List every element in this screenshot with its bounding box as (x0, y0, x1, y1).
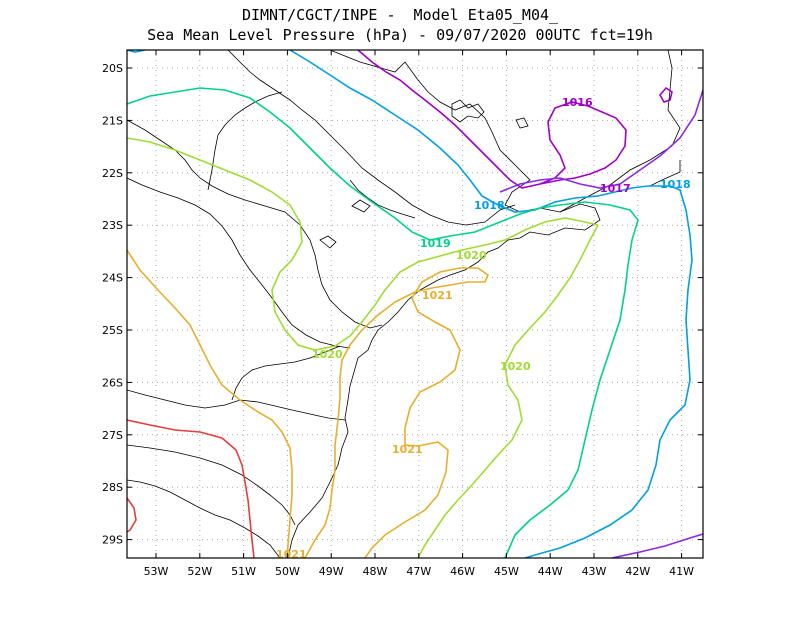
state-border-8 (349, 179, 416, 219)
contour-1021 (127, 249, 293, 558)
lat-label: 29S (102, 534, 123, 547)
lat-label: 28S (102, 481, 123, 494)
lat-label: 27S (102, 429, 123, 442)
lon-label: 47W (406, 565, 431, 578)
contour-label-1020-b: 1020 (312, 348, 343, 361)
axis-ticks (127, 50, 703, 558)
coastline-and-borders (127, 50, 681, 558)
contour-label-1018-a: 1018 (474, 199, 505, 212)
lat-label: 20S (102, 62, 123, 75)
pressure-contours (127, 50, 703, 558)
lon-label: 46W (450, 565, 475, 578)
lat-label: 22S (102, 167, 123, 180)
contour-1020-west (127, 137, 599, 351)
state-border-3 (127, 177, 351, 349)
contour-label-1021-b: 1021 (392, 443, 423, 456)
state-border-5 (127, 389, 346, 421)
lon-label: 43W (582, 565, 607, 578)
lon-label: 45W (494, 565, 519, 578)
contour-labels: 1016 1017 1018 1018 1019 1020 1020 1020 … (276, 96, 691, 561)
contour-1021-inner (304, 267, 489, 558)
contour-1019 (127, 87, 639, 558)
lat-label: 23S (102, 219, 123, 232)
lat-label: 26S (102, 376, 123, 389)
state-border-4 (207, 91, 283, 191)
state-border-7 (231, 345, 341, 401)
contour-label-1021-a: 1021 (422, 289, 453, 302)
coast-east (649, 160, 681, 187)
lon-label: 44W (538, 565, 563, 578)
contour-1018 (289, 50, 693, 558)
bay-outline (451, 99, 485, 123)
contour-1022 (127, 419, 255, 558)
island-1 (351, 199, 371, 213)
state-border-2 (127, 119, 383, 329)
border-uruguay (127, 479, 281, 558)
lon-label: 41W (669, 565, 694, 578)
lon-label: 48W (363, 565, 388, 578)
contour-1017 (499, 89, 703, 193)
map-frame (126, 49, 704, 559)
latitude-labels: 20S 21S 22S 23S 24S 25S 26S 27S 28S 29S (102, 62, 123, 547)
contour-label-1018-b: 1018 (660, 178, 691, 191)
lat-label: 25S (102, 324, 123, 337)
lon-label: 50W (275, 565, 300, 578)
state-border-1 (227, 50, 516, 226)
contour-label-1020-a: 1020 (456, 249, 487, 262)
island-2 (319, 235, 337, 249)
lon-label: 42W (625, 565, 650, 578)
contour-label-1016: 1016 (562, 96, 593, 109)
lat-label: 24S (102, 272, 123, 285)
contour-1018-top (127, 50, 146, 53)
lon-label: 51W (231, 565, 256, 578)
state-border-6 (127, 444, 296, 526)
contour-1017-south (611, 533, 703, 558)
contour-label-1021-c: 1021 (276, 548, 307, 561)
map-title-line-1: DIMNT/CGCT/INPE - Model Eta05_M04_ (241, 6, 559, 24)
contour-1016 (357, 50, 627, 189)
grid-lines (127, 50, 703, 558)
lat-label: 21S (102, 114, 123, 127)
contour-1016-small (659, 86, 673, 103)
lon-label: 52W (187, 565, 212, 578)
contour-1020-east (417, 224, 599, 558)
contour-label-1017: 1017 (600, 182, 631, 195)
longitude-labels: 53W 52W 51W 50W 49W 48W 47W 46W 45W 44W 43W 42W 41W (144, 565, 695, 578)
contour-1022-west (127, 497, 137, 533)
island-3 (515, 117, 529, 129)
map-title-line-2: Sea Mean Level Pressure (hPa) - 09/07/20… (147, 26, 653, 44)
contour-label-1019: 1019 (420, 237, 451, 250)
coastline (287, 50, 601, 558)
lon-label: 49W (319, 565, 344, 578)
contour-label-1020-c: 1020 (500, 360, 531, 373)
lon-label: 53W (144, 565, 169, 578)
